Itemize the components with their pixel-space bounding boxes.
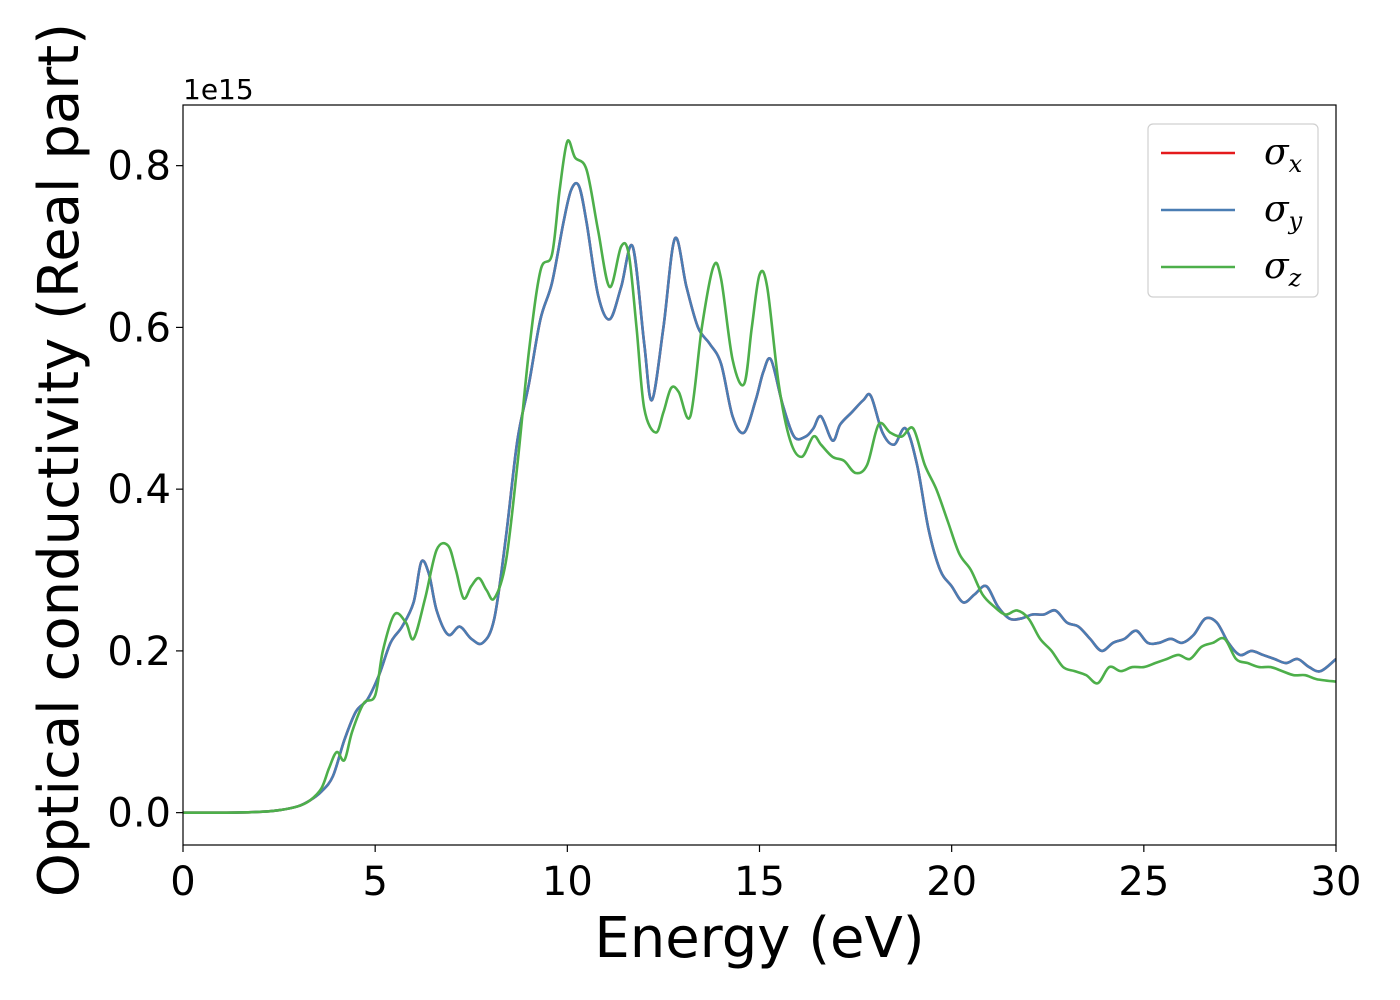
legend-sub-y: y [1288,207,1303,235]
y-tick-label: 0.0 [107,791,171,837]
x-tick-label: 0 [170,859,195,905]
x-tick-label: 15 [734,859,785,905]
x-tick-label: 30 [1311,859,1362,905]
x-tick-label: 20 [926,859,977,905]
y-tick-label: 0.4 [107,467,171,513]
legend-label-x: σx [1264,132,1303,178]
y-tick-label: 0.8 [107,144,171,190]
series-layer [183,139,1336,815]
x-tick-label: 10 [542,859,593,905]
x-axis-label: Energy (eV) [594,906,924,971]
legend-sub-z: z [1288,264,1302,292]
x-tick-label: 5 [362,859,387,905]
y-tick-label: 0.6 [107,305,171,351]
y-tick-label: 0.2 [107,629,171,675]
series-line-y [183,181,1336,815]
series-line-z [183,139,1336,815]
y-offset-label: 1e15 [183,73,254,106]
ticks-layer: 0 5 10 15 20 25 30 0.0 0.2 0.4 0.6 0.8 [107,144,1361,905]
x-tick-label: 25 [1118,859,1169,905]
y-axis-label: Optical conductivity (Real part) [27,23,92,897]
legend-sub-x: x [1289,150,1303,178]
